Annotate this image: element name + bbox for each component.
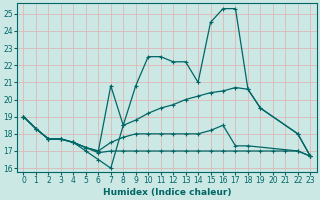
X-axis label: Humidex (Indice chaleur): Humidex (Indice chaleur) <box>103 188 231 197</box>
